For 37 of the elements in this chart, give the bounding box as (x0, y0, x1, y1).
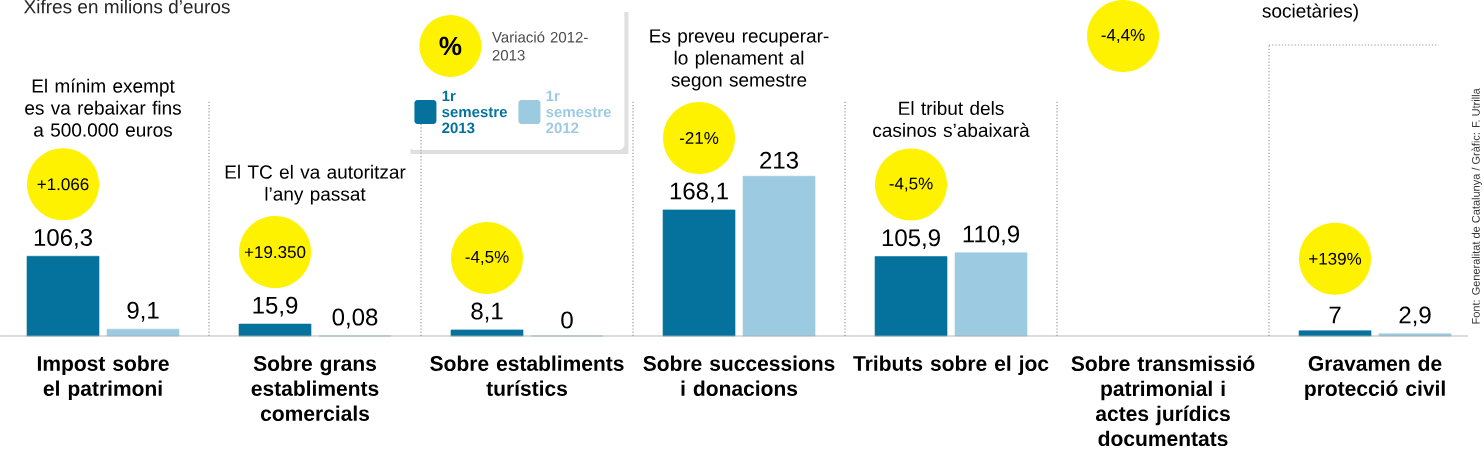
annotation: -4,5% (465, 250, 509, 265)
data-label: 7 (1329, 306, 1341, 324)
text: -4,4% (1101, 29, 1145, 43)
data-label: 2,9 (1399, 306, 1431, 327)
text: societàries) (1262, 3, 1358, 22)
x-tick-label: Sobre grans establiments comercials (251, 355, 379, 421)
data-label: 106,3 (34, 228, 92, 249)
data-label: 15,9 (253, 296, 298, 317)
data-label: 105,9 (882, 229, 940, 250)
text: El tribut dels casinos s’abaixarà (873, 101, 1030, 138)
annotation: El TC el va autoritzar l’any passat (225, 164, 406, 205)
data-label: 9,1 (127, 301, 159, 322)
annotation: +139% (1309, 252, 1362, 265)
chart-subtitle: Xifres en milions d’euros (23, 0, 230, 14)
x-tick-label: Sobre establiments turístics (430, 355, 624, 396)
text: Font: Generalitat de Catalunya / Gràfic: F. Utrilla (1471, 88, 1482, 324)
text: -21% (679, 131, 719, 144)
annotation: +19.350 (244, 246, 306, 259)
data-label: 0,08 (332, 308, 378, 329)
annotation: -4,5% (889, 177, 933, 192)
x-tick-label: Tributs sobre el joc (853, 355, 1049, 376)
data-label: 0 (561, 311, 573, 329)
text: El mínim exempt es va rebaixar fins a 500.000 euros (25, 78, 181, 137)
x-tick-label: Impost sobre el patrimoni (37, 355, 169, 401)
annotation: +1.066 (37, 178, 89, 191)
text: Variació 2012-2013 (492, 31, 588, 61)
data-label: 8,1 (471, 302, 503, 323)
text: % (439, 36, 462, 56)
x-tick-label: Sobre successions i donacions (643, 355, 835, 396)
data-label: 168,1 (670, 182, 728, 203)
legend-label: 1r semestre 2013 (442, 90, 507, 134)
legend-label: 1r semestre 2012 (546, 90, 611, 134)
text: Es preveu recuperar-lo plenament al segon semestre (650, 29, 829, 91)
data-label: 213 (760, 151, 798, 169)
data-label: 110,9 (963, 225, 1020, 246)
x-tick-label: Sobre transmissió patrimonial i actes jurídics documentats (1071, 355, 1255, 447)
x-tick-label: Gravamen de protecció civil (1305, 355, 1445, 401)
